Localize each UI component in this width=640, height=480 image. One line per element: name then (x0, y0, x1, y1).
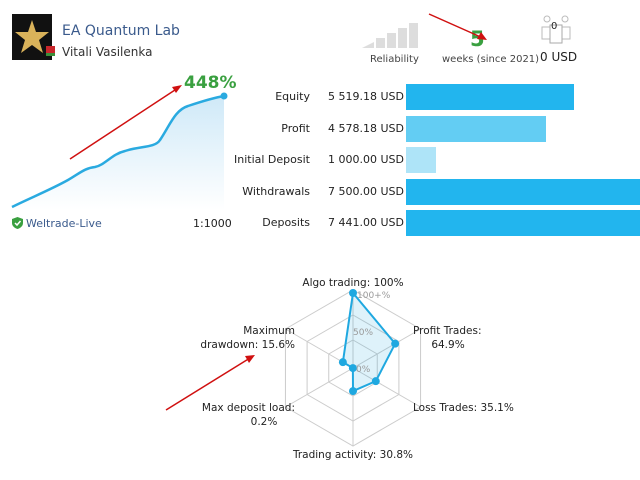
radar-point (349, 289, 357, 297)
leverage: 1:1000 (193, 217, 232, 230)
reliability-bars-icon (362, 23, 418, 48)
ea-logo (12, 14, 52, 60)
stat-bar (406, 210, 640, 236)
radar-grid-ring (328, 339, 378, 397)
radar-point (371, 377, 380, 386)
radar-spoke (285, 328, 354, 369)
stat-bar (406, 84, 575, 110)
radar-axis-label: Profit Trades: (413, 325, 481, 337)
radar-tick-label: 100+% (357, 291, 391, 301)
subscribers-usd: 0 USD (540, 50, 578, 64)
stat-label: Equity (275, 90, 310, 103)
radar-tick-label: 50% (353, 328, 373, 338)
radar-axis-label: 64.9% (431, 339, 464, 351)
radar-axis-label: 0.2% (251, 416, 278, 428)
reliability-label: Reliability (370, 54, 419, 65)
radar-point (391, 339, 400, 348)
radar-axis-label: Trading activity: 30.8% (292, 449, 413, 461)
country-flag-icon (46, 46, 55, 56)
stat-value: 1 000.00 USD (328, 153, 404, 166)
growth-endpoint (220, 92, 228, 100)
stat-bar (406, 147, 437, 173)
growth-chart[interactable] (0, 70, 240, 210)
subscribers-icon (541, 15, 571, 44)
radar-tick-label: 0% (356, 365, 371, 375)
annotation-arrow (428, 13, 487, 40)
stat-value: 4 578.18 USD (328, 121, 404, 135)
radar-point (338, 358, 347, 367)
growth-line (11, 94, 225, 209)
annotation-arrow (165, 355, 255, 411)
radar-series-area (341, 290, 397, 393)
stat-value: 7 500.00 USD (328, 184, 404, 198)
growth-percent: 448% (184, 73, 237, 93)
radar-point (348, 364, 357, 373)
stat-bar (406, 115, 547, 142)
stat-bar (406, 178, 640, 205)
radar-spoke (352, 328, 421, 369)
radar-grid-ring (284, 289, 422, 447)
radar-axis-label: Algo trading: 100% (302, 277, 403, 289)
radar-spoke (352, 367, 421, 408)
stat-label: Profit (281, 121, 310, 135)
radar-point (349, 387, 357, 396)
radar-axis-label: Maximum (243, 325, 295, 337)
shield-check-icon (12, 217, 23, 229)
radar-spoke (285, 367, 354, 408)
radar-grid-ring (306, 314, 400, 422)
stat-label: Deposits (262, 216, 310, 229)
stat-value: 5 519.18 USD (328, 90, 404, 103)
subscribers-count: 0 (551, 21, 558, 32)
broker-link[interactable]: Weltrade-Live (26, 217, 102, 230)
stat-value: 7 441.00 USD (328, 216, 404, 229)
stat-label: Withdrawals (242, 184, 310, 198)
ea-title[interactable]: EA Quantum Lab (62, 23, 180, 39)
radar-axis-label: Loss Trades: 35.1% (413, 402, 514, 414)
annotation-arrow (69, 87, 179, 160)
weeks-label: weeks (since 2021) (442, 54, 540, 65)
growth-area (12, 96, 224, 210)
stat-label: Initial Deposit (234, 153, 310, 166)
author-name[interactable]: Vitali Vasilenka (62, 45, 153, 59)
